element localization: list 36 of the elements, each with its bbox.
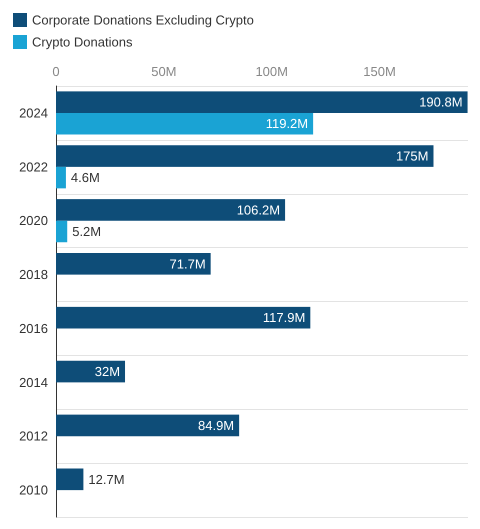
bar <box>56 91 468 113</box>
bar <box>56 220 68 242</box>
bar <box>56 199 286 221</box>
bar <box>56 306 310 328</box>
y-tick-label: 2014 <box>19 374 48 390</box>
data-label: 32M <box>94 364 120 380</box>
data-label: 84.9M <box>198 418 234 433</box>
bar <box>56 468 84 490</box>
bar <box>56 360 126 382</box>
bar <box>56 145 434 167</box>
data-label: 117.9M <box>262 310 306 326</box>
data-label: 106.2M <box>236 202 280 218</box>
bar <box>56 166 66 188</box>
data-label: 175M <box>396 148 428 164</box>
data-label: 190.8M <box>419 94 463 110</box>
data-label: 71.7M <box>170 256 206 272</box>
x-tick-label: 0 <box>52 64 60 79</box>
y-tick-label: 2012 <box>19 428 48 444</box>
y-tick-label: 2024 <box>19 105 48 120</box>
data-label: 119.2M <box>266 116 308 132</box>
bar <box>56 253 211 275</box>
x-tick-label: 150M <box>363 64 396 79</box>
x-tick-label: 50M <box>151 64 176 79</box>
legend-label: Crypto Donations <box>32 34 133 50</box>
y-tick-label: 2010 <box>19 482 48 498</box>
bar <box>56 112 314 134</box>
data-label: 12.7M <box>88 472 125 487</box>
y-tick-label: 2018 <box>19 267 48 282</box>
y-tick-label: 2020 <box>19 213 48 228</box>
y-tick-label: 2022 <box>19 159 48 174</box>
y-tick-label: 2016 <box>19 320 48 336</box>
data-label: 5.2M <box>72 224 102 239</box>
x-tick-label: 100M <box>255 64 288 79</box>
bar <box>56 414 240 436</box>
data-label: 4.6M <box>70 170 100 186</box>
legend-label: Corporate Donations Excluding Crypto <box>32 12 254 28</box>
